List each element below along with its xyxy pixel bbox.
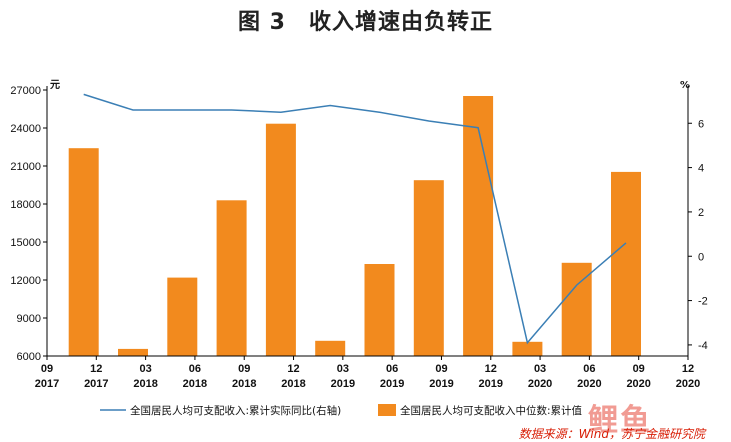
x-tick-label: 12 (485, 363, 497, 375)
right-tick-label: -2 (698, 296, 708, 308)
x-tick-label: 09 (435, 363, 447, 375)
left-tick-label: 9000 (17, 313, 41, 325)
x-tick-label: 06 (386, 363, 398, 375)
left-tick-label: 24000 (10, 123, 41, 135)
x-tick-label: 09 (238, 363, 250, 375)
x-tick-label: 03 (139, 363, 151, 375)
x-tick-label: 12 (287, 363, 299, 375)
x-tick-label: 03 (337, 363, 349, 375)
x-tick-label: 2020 (676, 378, 700, 390)
x-tick-label: 2019 (429, 378, 453, 390)
x-tick-label: 2018 (133, 378, 157, 390)
left-axis-unit: 元 (50, 79, 60, 91)
x-tick-label: 2020 (577, 378, 601, 390)
left-tick-label: 12000 (10, 275, 41, 287)
x-tick-label: 09 (633, 363, 645, 375)
right-tick-label: -4 (698, 340, 708, 352)
bar (611, 171, 641, 356)
x-tick-label: 03 (534, 363, 546, 375)
left-tick-label: 6000 (17, 351, 41, 363)
bar (68, 148, 99, 356)
x-tick-label: 2019 (331, 378, 355, 390)
left-tick-label: 18000 (10, 199, 41, 211)
watermark-logo: 鲤鱼 (588, 403, 652, 438)
right-tick-label: 0 (698, 251, 704, 263)
bar (512, 341, 543, 356)
bar (561, 262, 592, 356)
chart-title: 图 3 收入增速由负转正 (238, 10, 493, 35)
left-tick-label: 15000 (10, 237, 41, 249)
left-tick-label: 27000 (10, 85, 41, 97)
source-note: 数据来源：Wind，苏宁金融研究院 (518, 427, 705, 441)
x-tick-label: 2018 (281, 378, 305, 390)
x-tick-label: 2020 (626, 378, 650, 390)
x-tick-label: 2017 (35, 378, 59, 390)
left-tick-label: 21000 (10, 161, 41, 173)
right-axis-unit: % (680, 80, 690, 91)
bar (216, 200, 247, 356)
x-tick-label: 2019 (380, 378, 404, 390)
x-tick-label: 12 (682, 363, 694, 375)
x-tick-label: 12 (90, 363, 102, 375)
bar (463, 96, 494, 356)
bar (364, 264, 395, 356)
legend-bar-label: 全国居民人均可支配收入中位数:累计值 (400, 404, 583, 417)
x-tick-label: 2017 (84, 378, 108, 390)
right-tick-label: 4 (698, 163, 704, 175)
x-tick-label: 2018 (183, 378, 207, 390)
x-tick-label: 09 (41, 363, 53, 375)
bar (265, 123, 296, 356)
x-tick-label: 2020 (528, 378, 552, 390)
x-tick-label: 2018 (232, 378, 256, 390)
right-tick-label: 2 (698, 207, 704, 219)
right-tick-label: 6 (698, 118, 704, 130)
x-tick-label: 2019 (479, 378, 503, 390)
legend-line-label: 全国居民人均可支配收入:累计实际同比(右轴) (130, 404, 341, 417)
bar (118, 348, 148, 356)
series-line (83, 93, 627, 345)
legend-bar-swatch (378, 404, 396, 416)
bar (315, 340, 346, 356)
x-tick-label: 06 (583, 363, 595, 375)
bar (413, 180, 444, 356)
bar (167, 277, 198, 356)
x-tick-label: 06 (189, 363, 201, 375)
